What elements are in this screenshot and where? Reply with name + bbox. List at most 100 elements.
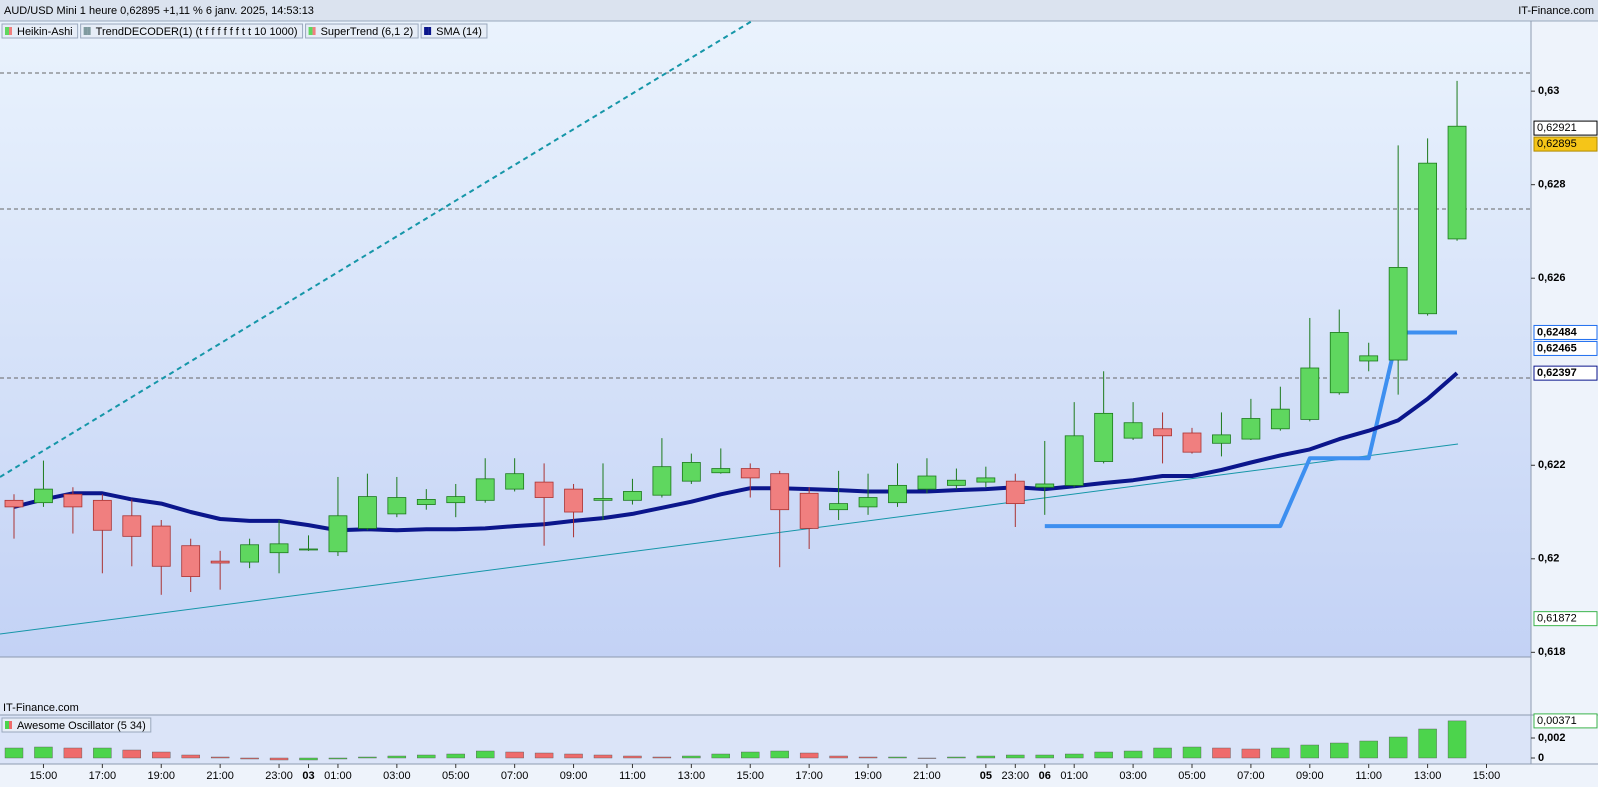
candle-body xyxy=(623,491,642,501)
legend: Heikin-Ashi TrendDECODER(1) (t f f f f f … xyxy=(1,23,488,39)
y-tick-label: 0,002 xyxy=(1538,732,1566,744)
bar xyxy=(534,752,554,759)
candle-body xyxy=(564,488,583,513)
candle-body xyxy=(1359,355,1379,362)
line xyxy=(13,371,1459,533)
legend-swatch xyxy=(5,721,9,729)
price-pane xyxy=(0,21,1531,657)
x-tick-label: 15:00 xyxy=(30,770,58,782)
x-tick-label: 15:00 xyxy=(1473,770,1501,782)
candle-body xyxy=(122,515,142,537)
x-tick-label: 07:00 xyxy=(501,770,529,782)
candle-body xyxy=(1241,418,1261,440)
bar xyxy=(888,756,907,759)
price-tag xyxy=(1533,120,1598,136)
candle-body xyxy=(947,479,966,486)
trend-line xyxy=(0,20,753,478)
bar xyxy=(446,753,465,759)
bar xyxy=(1447,720,1467,759)
x-tick-label: 09:00 xyxy=(1296,770,1324,782)
bar xyxy=(1241,748,1261,759)
bar xyxy=(358,756,377,759)
candle-body xyxy=(711,468,731,474)
candle-body xyxy=(1329,332,1349,394)
bar xyxy=(476,750,495,759)
watermark: IT-Finance.com xyxy=(3,702,79,714)
x-tick-label: 11:00 xyxy=(1355,770,1382,782)
candle-body xyxy=(770,473,790,511)
legend-swatch xyxy=(9,27,12,35)
candle-body xyxy=(210,560,230,564)
price-tag-label: 0,62397 xyxy=(1537,367,1577,379)
legend-box xyxy=(305,23,419,39)
legend-box xyxy=(1,717,152,733)
candle-body xyxy=(1212,434,1231,444)
candle-body xyxy=(1123,422,1143,439)
bar xyxy=(1300,744,1320,759)
legend-swatch xyxy=(87,27,91,35)
candle-body xyxy=(1153,428,1172,437)
bar xyxy=(181,754,200,759)
candle-body xyxy=(858,497,878,508)
bar xyxy=(505,751,524,759)
legend-swatch xyxy=(428,27,432,35)
x-tick-label: 09:00 xyxy=(560,770,588,782)
candle-body xyxy=(829,503,848,511)
x-tick-label: 19:00 xyxy=(147,770,175,782)
bar xyxy=(240,757,259,760)
price-tag-label: 0,62921 xyxy=(1537,122,1577,134)
brand: IT-Finance.com xyxy=(1518,5,1594,17)
x-tick-label: 05:00 xyxy=(1178,770,1206,782)
x-tick-label: 11:00 xyxy=(619,770,646,782)
candle-body xyxy=(92,499,112,531)
bar xyxy=(652,756,672,759)
legend-label: SuperTrend (6,1 2) xyxy=(321,26,414,38)
bar xyxy=(4,747,24,759)
bar xyxy=(210,756,230,759)
price-tag-label: 0,62484 xyxy=(1537,326,1578,338)
candle-body xyxy=(1005,480,1025,505)
bar xyxy=(711,753,730,759)
bar xyxy=(593,754,613,759)
legend-swatch xyxy=(83,27,88,35)
candle-body xyxy=(387,497,407,515)
candle-body xyxy=(34,488,53,504)
x-tick-label: 17:00 xyxy=(89,770,117,782)
legend-swatch xyxy=(5,27,9,35)
bar xyxy=(858,756,878,759)
price-tag xyxy=(1533,611,1598,627)
x-tick-label: 17:00 xyxy=(795,770,823,782)
candle-body xyxy=(1388,267,1408,361)
x-tick-label: 19:00 xyxy=(854,770,882,782)
bar xyxy=(1212,747,1231,759)
y-tick-label: 0 xyxy=(1538,752,1544,764)
y-tick-label: 0,628 xyxy=(1538,179,1566,191)
bar xyxy=(1064,753,1084,759)
x-tick-label: 15:00 xyxy=(736,770,764,782)
bar xyxy=(1359,740,1378,759)
chart-title: AUD/USD Mini 1 heure 0,62895 +1,11 % 6 j… xyxy=(4,5,314,17)
price-tag xyxy=(1533,340,1598,356)
candle-body xyxy=(917,475,937,490)
candle-body xyxy=(652,466,672,496)
legend-box xyxy=(80,23,304,39)
candle-body xyxy=(151,525,171,567)
bar xyxy=(1271,747,1290,759)
legend-swatch xyxy=(424,27,429,35)
candle-body xyxy=(357,496,377,529)
x-tick-label: 01:00 xyxy=(324,770,352,782)
legend-swatch xyxy=(9,721,12,729)
bar xyxy=(564,753,583,759)
y-tick-label: 0,618 xyxy=(1538,646,1566,658)
bar xyxy=(1035,754,1054,759)
bar xyxy=(829,755,848,759)
candle-body xyxy=(181,545,201,577)
bar xyxy=(1153,747,1172,759)
candle-body xyxy=(269,543,289,554)
x-tick-label: 13:00 xyxy=(1414,770,1442,782)
bar xyxy=(152,751,171,759)
candle-body xyxy=(1182,432,1202,453)
candle-body xyxy=(799,492,819,529)
bar xyxy=(417,754,436,759)
